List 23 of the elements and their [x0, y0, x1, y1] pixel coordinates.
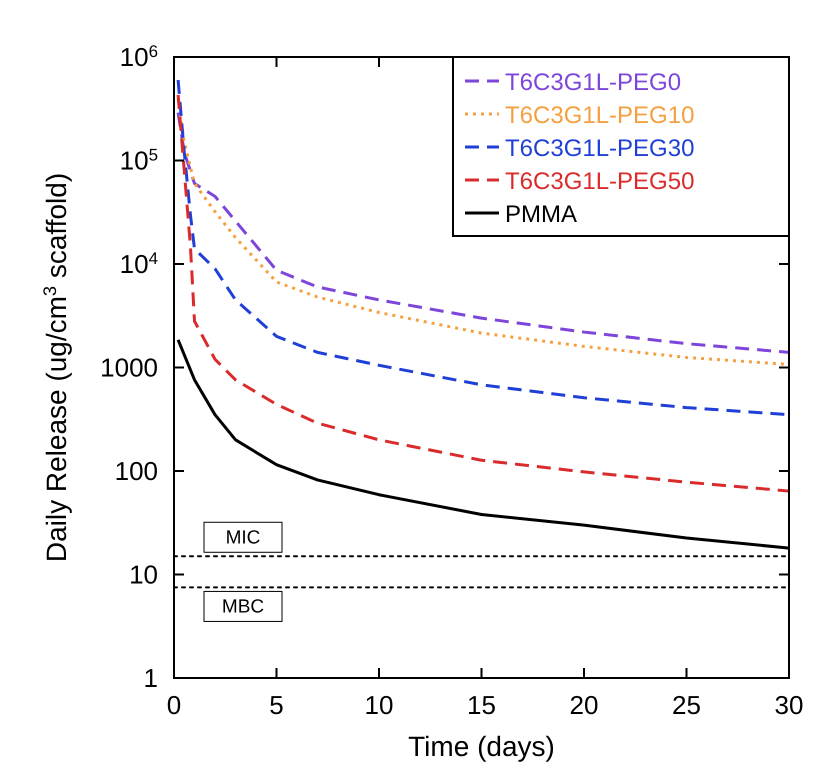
- y-tick-label: 1000: [100, 352, 158, 382]
- legend-label: T6C3G1L-PEG50: [505, 168, 694, 195]
- x-tick-label: 30: [774, 690, 804, 720]
- x-tick-label: 0: [166, 690, 182, 720]
- y-tick-label: 10$^{4}$: [120, 248, 158, 279]
- x-tick-label: 10: [364, 690, 394, 720]
- legend-label: T6C3G1L-PEG10: [505, 102, 694, 129]
- y-tick-label: 100: [114, 456, 158, 486]
- x-tick-label: 5: [269, 690, 284, 720]
- y-tick-label: 10$^{5}$: [120, 145, 158, 176]
- y-tick-label: 10: [129, 560, 158, 590]
- ref-line-label: MBC: [222, 596, 264, 618]
- x-tick-label: 15: [467, 690, 496, 720]
- legend-label: PMMA: [505, 201, 577, 228]
- y-tick-label: 10$^{6}$: [120, 42, 158, 72]
- legend-label: T6C3G1L-PEG30: [505, 135, 694, 162]
- legend-label: T6C3G1L-PEG0: [505, 69, 682, 96]
- ref-line-label: MIC: [226, 527, 260, 548]
- x-axis-title: Time (days): [408, 731, 555, 762]
- x-tick-label: 20: [570, 690, 598, 720]
- y-tick-label: 1: [144, 663, 158, 693]
- x-tick-label: 25: [672, 690, 701, 720]
- line-series: [176, 93, 790, 493]
